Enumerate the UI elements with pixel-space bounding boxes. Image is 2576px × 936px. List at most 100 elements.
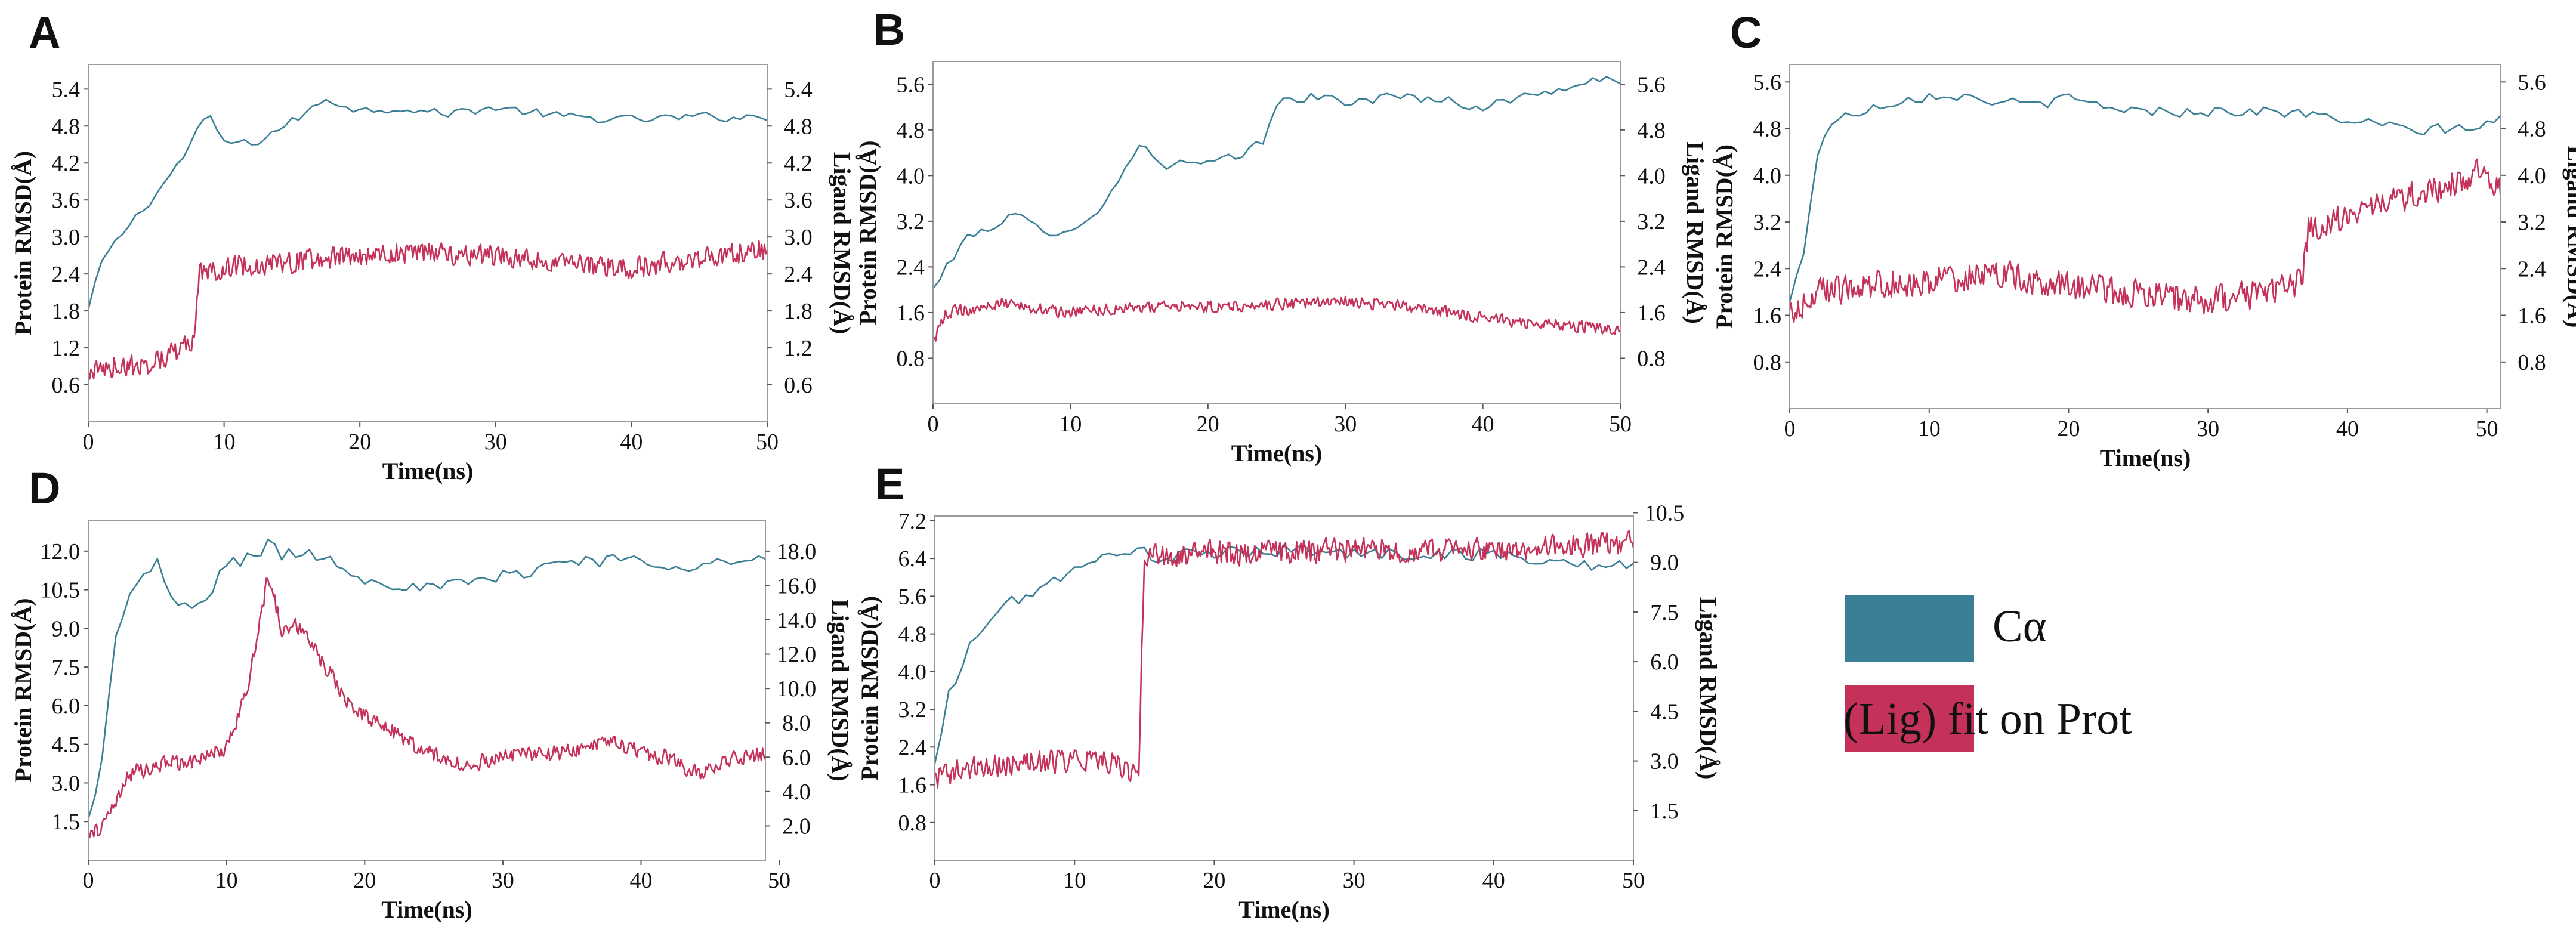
y-tick-label: 4.0 bbox=[897, 163, 925, 189]
y-tick-label: 5.6 bbox=[897, 72, 925, 97]
y2-axis-label: Ligand RMSD(Å) bbox=[829, 152, 855, 335]
y-tick-label: 6.4 bbox=[898, 546, 927, 572]
chart-panel-b: 0 10 20 30 40 50 0.8 1.6 2.4 3.2 4.0 4.8 5.6 0.8 1.6 2.… bbox=[854, 5, 1709, 467]
panel-label: B bbox=[873, 5, 905, 54]
x-tick-label: 0 bbox=[83, 430, 94, 455]
series-line-ca bbox=[1790, 92, 2501, 302]
y2-tick-label: 4.5 bbox=[1650, 699, 1679, 724]
y2-tick-label: 4.0 bbox=[2518, 163, 2546, 189]
y-tick-label: 10.5 bbox=[41, 578, 81, 603]
y2-tick-label: 2.4 bbox=[2518, 257, 2546, 282]
y-tick-label: 3.0 bbox=[52, 771, 81, 796]
y2-axis-label: Ligand RMSD(Å) bbox=[827, 599, 854, 781]
y2-tick-label: 3.0 bbox=[784, 225, 813, 250]
panel-label: A bbox=[29, 8, 60, 57]
y2-tick-label: 0.8 bbox=[2518, 350, 2546, 375]
x-tick-label: 40 bbox=[620, 430, 643, 455]
x-tick-label: 50 bbox=[1609, 412, 1632, 437]
plot-frame bbox=[88, 520, 766, 861]
legend-swatch-ca bbox=[1845, 595, 1974, 662]
series-line-ca bbox=[933, 76, 1620, 289]
y2-axis-label: Ligand RMSD(Å) bbox=[1682, 141, 1709, 324]
y-tick-label: 4.8 bbox=[52, 114, 81, 139]
x-tick-label: 50 bbox=[1622, 868, 1645, 893]
y-tick-label: 2.4 bbox=[897, 255, 925, 280]
y2-tick-label: 1.8 bbox=[784, 299, 813, 324]
x-tick-label: 10 bbox=[1063, 868, 1086, 893]
y-tick-label: 1.5 bbox=[52, 810, 81, 835]
y-tick-label: 5.4 bbox=[52, 77, 81, 102]
x-tick-label: 20 bbox=[2057, 416, 2080, 441]
series-line-lig bbox=[933, 295, 1620, 342]
y-tick-label: 4.2 bbox=[52, 151, 81, 176]
x-tick-label: 50 bbox=[768, 868, 790, 893]
y-tick-label: 7.5 bbox=[52, 655, 81, 680]
series-line-ca bbox=[935, 543, 1633, 764]
y-tick-label: 5.6 bbox=[898, 584, 927, 609]
y-tick-label: 1.6 bbox=[897, 301, 925, 326]
y-tick-label: 4.8 bbox=[1753, 117, 1782, 142]
panel-label: D bbox=[29, 464, 60, 513]
y2-tick-label: 5.6 bbox=[2518, 70, 2546, 95]
y2-tick-label: 4.8 bbox=[2518, 117, 2546, 142]
chart-panel-e: 0 10 20 30 40 50 0.8 1.6 2.4 3.2 4.0 4.8 5.6 6.4 7.2 1.… bbox=[856, 459, 1722, 923]
x-tick-label: 20 bbox=[348, 430, 371, 455]
y2-tick-label: 2.4 bbox=[784, 262, 813, 287]
legend: Cα (Lig) fit on Prot bbox=[1843, 595, 2132, 752]
y-tick-label: 2.4 bbox=[898, 735, 927, 760]
x-tick-label: 50 bbox=[756, 430, 779, 455]
panels: 0 10 20 30 40 50 0.6 1.2 1.8 2.4 3.0 3.6 4.2 4.8 5.4 0.… bbox=[10, 5, 2576, 923]
y2-tick-label: 2.4 bbox=[1637, 255, 1666, 280]
x-tick-label: 0 bbox=[1784, 416, 1796, 441]
series-line-ca bbox=[88, 98, 767, 310]
y2-tick-label: 3.2 bbox=[1637, 209, 1666, 234]
x-tick-label: 30 bbox=[1334, 412, 1357, 437]
x-tick-label: 30 bbox=[492, 868, 514, 893]
y-axis-label: Protein RMSD(Å) bbox=[10, 598, 36, 782]
plot-frame bbox=[1789, 64, 2501, 409]
chart-panel-c: 0 10 20 30 40 50 0.8 1.6 2.4 3.2 4.0 4.8 5.6 0.8 1.6 2.… bbox=[1711, 8, 2576, 471]
y-tick-label: 3.0 bbox=[52, 225, 81, 250]
panel-label: E bbox=[875, 459, 904, 509]
y2-tick-label: 5.6 bbox=[1637, 72, 1666, 97]
y2-tick-label: 6.0 bbox=[1650, 650, 1679, 675]
y2-tick-label: 0.6 bbox=[784, 373, 813, 398]
y2-tick-label: 4.0 bbox=[782, 780, 811, 805]
plot-frame bbox=[932, 61, 1621, 404]
y2-tick-label: 1.5 bbox=[1650, 799, 1679, 824]
y2-tick-label: 1.2 bbox=[784, 336, 813, 361]
y2-tick-label: 10.5 bbox=[1645, 501, 1685, 526]
panel-label: C bbox=[1730, 8, 1762, 57]
y2-tick-label: 4.0 bbox=[1637, 163, 1666, 189]
series-line-lig bbox=[88, 240, 767, 380]
y-tick-label: 2.4 bbox=[52, 262, 81, 287]
y-tick-label: 1.2 bbox=[52, 336, 81, 361]
y-tick-label: 6.0 bbox=[52, 694, 81, 719]
y-tick-label: 4.8 bbox=[897, 118, 925, 143]
x-tick-label: 40 bbox=[2336, 416, 2359, 441]
y2-axis-label: Ligand RMSD(Å) bbox=[1695, 597, 1722, 780]
y-tick-label: 1.6 bbox=[898, 773, 927, 798]
legend-label-ligand: (Lig) fit on Prot bbox=[1843, 694, 2132, 744]
plot-frame bbox=[88, 64, 768, 422]
y-axis-label: Protein RMSD(Å) bbox=[856, 596, 883, 780]
x-tick-label: 20 bbox=[353, 868, 376, 893]
series-line-lig bbox=[1790, 158, 2501, 323]
x-axis-label: Time(ns) bbox=[382, 458, 474, 484]
y-tick-label: 7.2 bbox=[898, 509, 927, 534]
y-tick-label: 9.0 bbox=[52, 616, 81, 641]
y2-tick-label: 7.5 bbox=[1650, 600, 1679, 625]
y2-tick-label: 4.8 bbox=[1637, 118, 1666, 143]
y2-tick-label: 5.4 bbox=[784, 77, 813, 102]
x-tick-label: 10 bbox=[1918, 416, 1941, 441]
y-tick-label: 5.6 bbox=[1753, 70, 1782, 95]
y2-tick-label: 4.2 bbox=[784, 151, 813, 176]
y-axis-label: Protein RMSD(Å) bbox=[854, 140, 881, 325]
y-tick-label: 0.6 bbox=[52, 373, 81, 398]
y-tick-label: 0.8 bbox=[897, 346, 925, 371]
y-tick-label: 3.2 bbox=[1753, 210, 1782, 235]
y-tick-label: 2.4 bbox=[1753, 257, 1782, 282]
y-tick-label: 4.8 bbox=[898, 622, 927, 647]
y-axis-label: Protein RMSD(Å) bbox=[1711, 144, 1738, 329]
y-tick-label: 4.0 bbox=[898, 660, 927, 685]
